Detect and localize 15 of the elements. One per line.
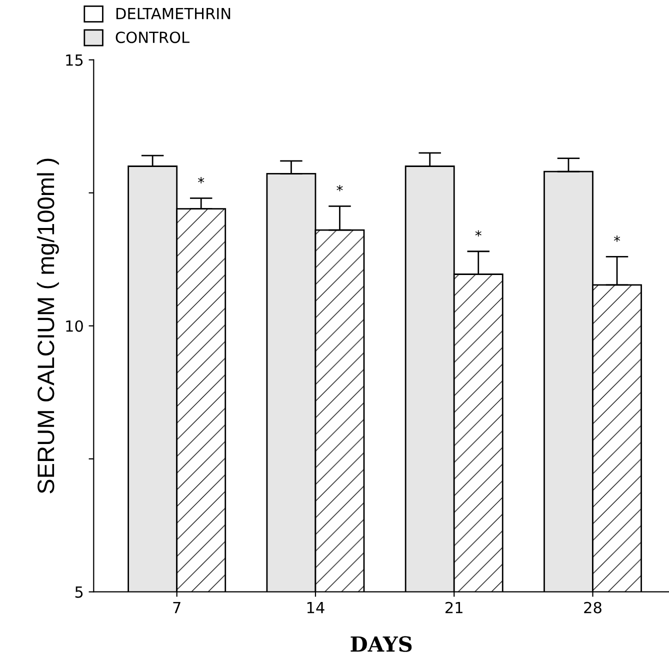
legend-label: DELTAMETHRIN: [116, 8, 230, 20]
x-tick-label: 14: [307, 602, 324, 614]
x-tick-label: 21: [446, 602, 462, 614]
annotation: *: [198, 176, 204, 184]
x-axis-title: DAYS: [350, 636, 412, 652]
legend-label: CONTROL: [116, 32, 190, 44]
y-axis-title: SERUM CALCIUM ( mg/100ml ): [36, 158, 59, 494]
annotation: *: [614, 236, 620, 242]
annotation: *: [475, 230, 482, 237]
y-tick-label: 5: [75, 586, 83, 598]
x-tick-label: 28: [584, 602, 602, 614]
y-tick-label: 10: [66, 320, 83, 332]
x-tick-label: 7: [173, 602, 180, 614]
y-tick-label: 15: [66, 54, 83, 66]
annotation: *: [336, 184, 343, 192]
